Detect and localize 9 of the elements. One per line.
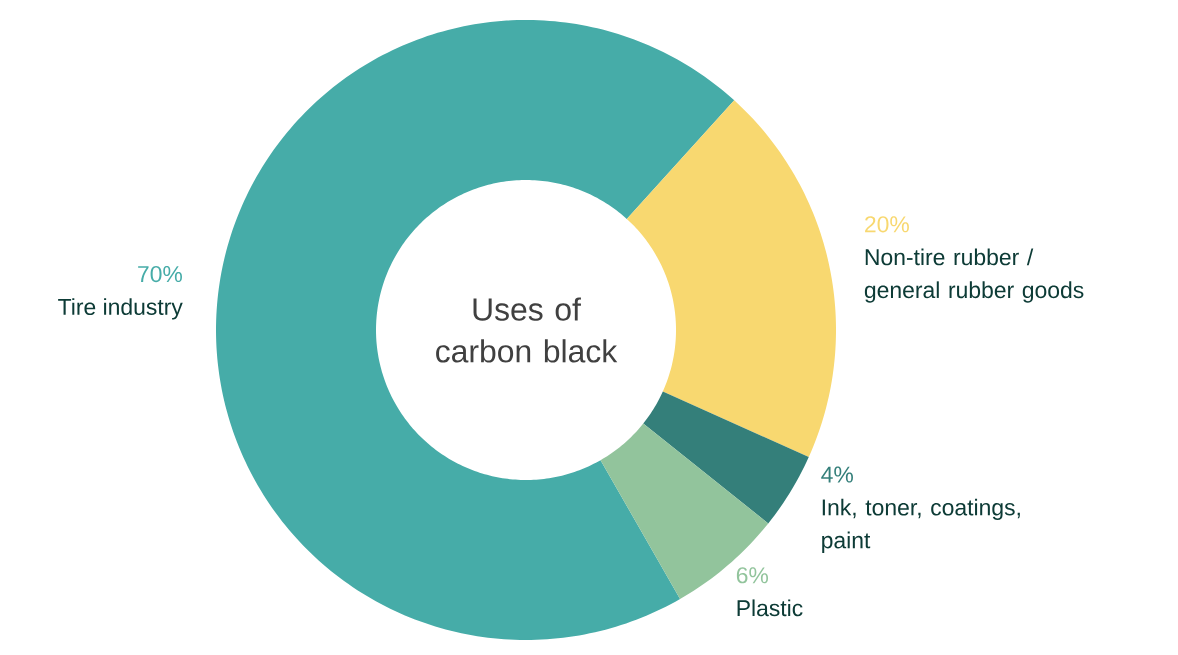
slice-label: Non-tire rubber / general rubber goods: [864, 248, 1084, 303]
data-label: 6%: [736, 567, 769, 584]
data-label: 4%: [821, 466, 853, 483]
text: Uses of carbon black: [436, 297, 618, 363]
data-label: 70%: [138, 265, 182, 283]
slice-label: Ink, toner, coatings, paint: [822, 498, 1020, 553]
slice-label: Tire industry: [58, 298, 183, 320]
data-label: 20%: [865, 216, 909, 233]
slice-label: Plastic: [737, 599, 803, 617]
